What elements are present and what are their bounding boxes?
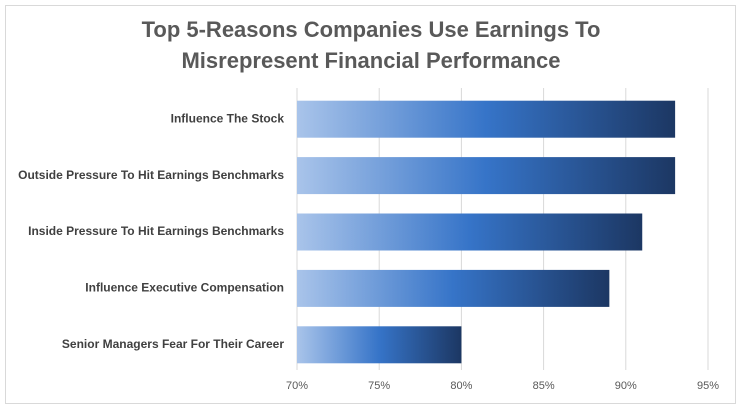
x-tick-label: 85% [533, 380, 555, 392]
y-tick-label: Inside Pressure To Hit Earnings Benchmar… [28, 224, 284, 238]
y-tick-label: Senior Managers Fear For Their Career [62, 337, 284, 351]
chart-title: Top 5-Reasons Companies Use Earnings To … [141, 17, 601, 73]
y-tick-label: Outside Pressure To Hit Earnings Benchma… [18, 168, 284, 182]
bar [297, 326, 462, 364]
x-tick-label: 80% [450, 380, 472, 392]
y-tick-label: Influence Executive Compensation [85, 281, 284, 295]
x-tick-label: 75% [368, 380, 390, 392]
bar [297, 157, 676, 195]
x-tick-label: 70% [286, 380, 308, 392]
bar [297, 213, 643, 251]
x-tick-label: 95% [697, 380, 719, 392]
bar [297, 100, 676, 138]
y-tick-label: Influence The Stock [171, 111, 285, 125]
x-tick-label: 90% [615, 380, 637, 392]
bar [297, 269, 610, 307]
